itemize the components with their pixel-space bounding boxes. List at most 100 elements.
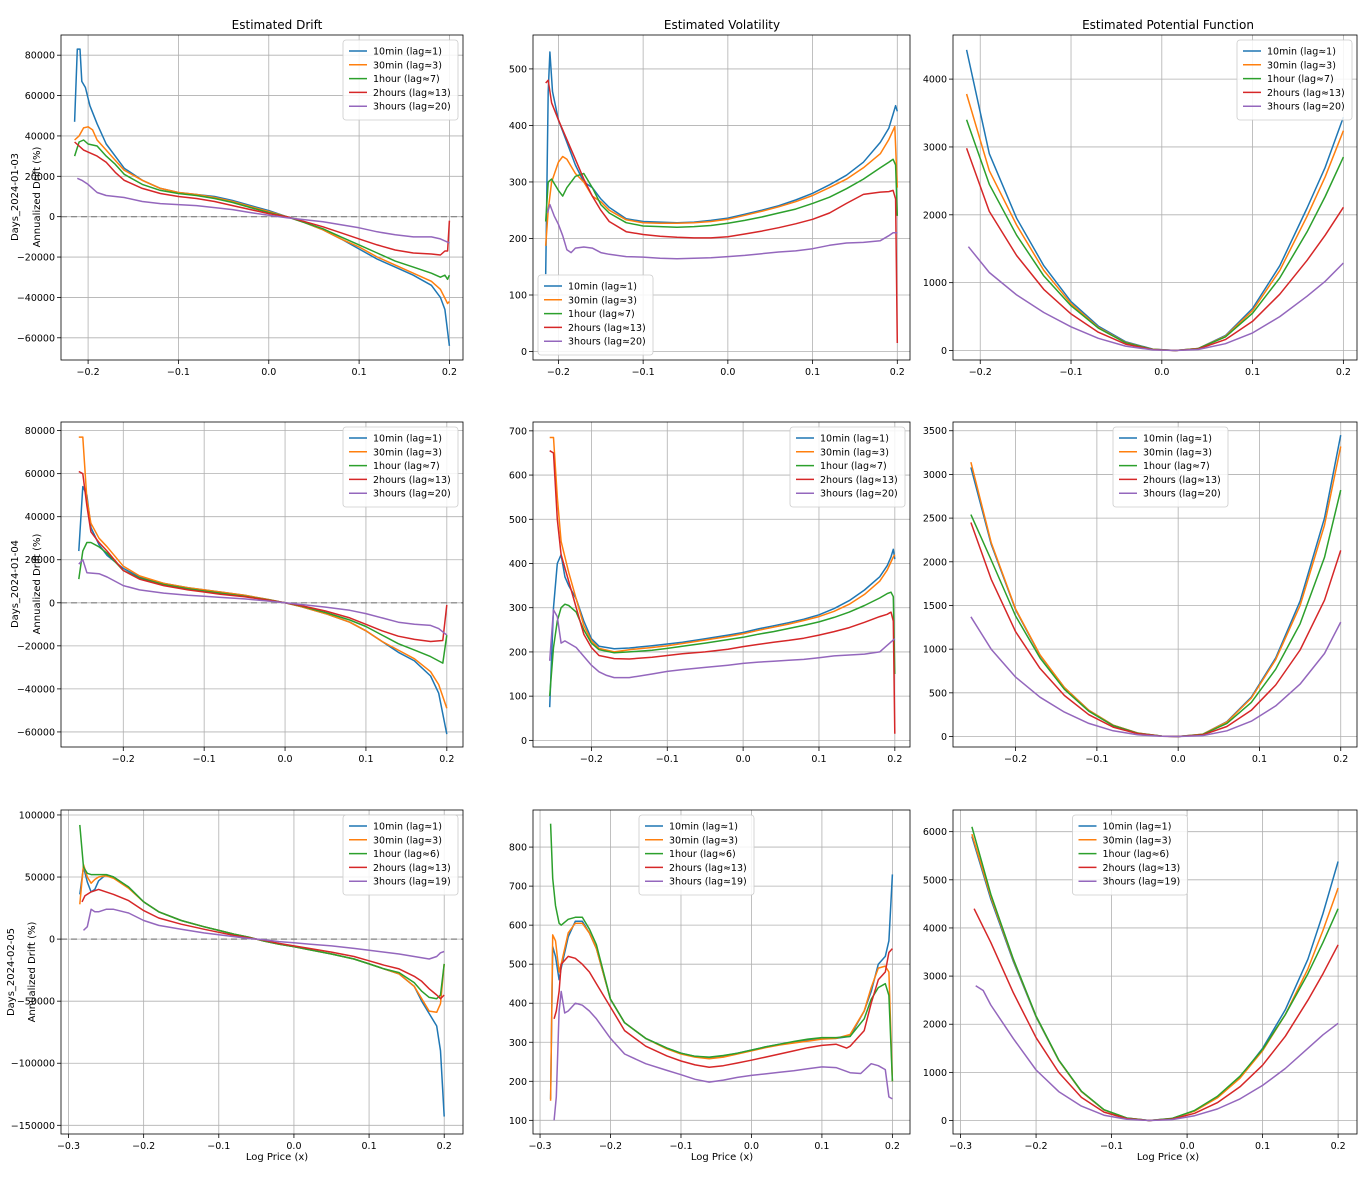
x-tick-label: −0.2 <box>547 367 570 378</box>
x-tick-label: 0.0 <box>286 1141 301 1152</box>
plot-frame <box>60 809 464 1135</box>
x-tick-label: −0.2 <box>969 367 992 378</box>
x-tick-label: 0.1 <box>1245 367 1260 378</box>
axis-ticks: −0.2 −0.1 0.0 0.1 0.2 0 1000 2000 3000 4000 <box>923 75 1351 378</box>
legend-label: 3hours (lag≈19) <box>669 877 747 888</box>
subplot: −0.2 −0.1 0.0 0.1 0.2 0 100 200 300 400 500 10min (… <box>509 34 911 378</box>
y-tick-label: 1000 <box>923 278 947 289</box>
series-line <box>970 616 1342 738</box>
series-group <box>78 436 448 735</box>
legend-label: 10min (lag≈1) <box>373 47 442 58</box>
plot-frame <box>952 421 1358 748</box>
x-tick-label: −0.1 <box>193 754 216 765</box>
subplot: −0.2 −0.1 0.0 0.1 0.2 0 1000 2000 3000 4000 10min … <box>923 34 1358 378</box>
legend: 10min (lag≈1) 30min (lag≈3) 1hour (lag≈6) 2… <box>1072 814 1188 896</box>
subplot: −0.3 −0.2 −0.1 0.0 0.1 0.2 100 200 300 400 500 600 7… <box>509 809 911 1152</box>
x-tick-label: 0.2 <box>1333 754 1348 765</box>
legend-label: 3hours (lag≈20) <box>1143 489 1221 500</box>
y-tick-label: 1500 <box>923 601 947 612</box>
series-line <box>549 436 896 653</box>
y-tick-label: −100000 <box>11 1059 55 1070</box>
subplot: −0.3 −0.2 −0.1 0.0 0.1 0.2 0 1000 2000 3000 4000 50… <box>923 809 1358 1152</box>
legend-label: 1hour (lag≈7) <box>373 74 440 85</box>
legend-label: 30min (lag≈3) <box>373 60 442 71</box>
x-tick-label: −0.2 <box>132 1141 155 1152</box>
legend: 10min (lag≈1) 30min (lag≈3) 1hour (lag≈6) 2… <box>638 814 755 896</box>
series-line <box>74 126 450 305</box>
row-date-label: Days_2024-01-03 <box>10 153 21 241</box>
x-tick-label: −0.2 <box>1004 754 1027 765</box>
plot-frame <box>532 34 911 361</box>
legend-label: 30min (lag≈3) <box>669 835 738 846</box>
x-tick-label: 0.0 <box>277 754 292 765</box>
row-label-1: Days_2024-01-03 Annualized Drift (%) <box>10 147 43 248</box>
x-tick-label: −0.3 <box>57 1141 80 1152</box>
legend-label: 1hour (lag≈7) <box>1143 461 1210 472</box>
y-tick-label: 60000 <box>25 469 55 480</box>
legend-label: 10min (lag≈1) <box>568 282 637 293</box>
y-tick-label: 300 <box>509 177 527 188</box>
legend-label: 30min (lag≈3) <box>373 835 442 846</box>
x-tick-label: −0.2 <box>112 754 135 765</box>
series-line <box>73 48 451 346</box>
legend-label: 2hours (lag≈13) <box>820 475 898 486</box>
y-tick-label: 100 <box>509 291 527 302</box>
y-tick-label: 200 <box>509 234 527 245</box>
y-tick-label: 0 <box>521 736 527 747</box>
y-tick-label: 400 <box>509 559 527 570</box>
legend-label: 1hour (lag≈7) <box>373 461 440 472</box>
x-tick-label: −0.2 <box>77 367 100 378</box>
x-tick-label: 0.1 <box>814 1141 829 1152</box>
x-tick-label: −0.1 <box>1059 367 1082 378</box>
col-title-drift: Estimated Drift <box>232 18 323 32</box>
x-tick-label: −0.1 <box>207 1141 230 1152</box>
legend: 10min (lag≈1) 30min (lag≈3) 1hour (lag≈7) 2… <box>342 426 459 508</box>
legend-label: 2hours (lag≈13) <box>568 323 646 334</box>
legend-label: 30min (lag≈3) <box>1143 447 1212 458</box>
y-tick-label: −40000 <box>17 293 55 304</box>
axis-ticks: −0.2 −0.1 0.0 0.1 0.2 0 500 1000 1500 2000 2500 300… <box>923 426 1348 765</box>
series-line <box>548 548 896 708</box>
series-line <box>78 436 448 709</box>
y-tick-label: 5000 <box>923 875 947 886</box>
axis-ticks: −0.2 −0.1 0.0 0.1 0.2 0 100 200 300 400 500 <box>509 64 905 378</box>
x-tick-label: 0.0 <box>744 1141 759 1152</box>
y-tick-label: 600 <box>509 471 527 482</box>
plot-frame <box>532 809 911 1135</box>
y-tick-label: 2500 <box>923 514 947 525</box>
x-tick-label: 0.2 <box>1336 367 1351 378</box>
x-tick-label: 0.0 <box>736 754 751 765</box>
series-line <box>78 470 448 643</box>
x-tick-label: 0.0 <box>1154 367 1169 378</box>
y-tick-label: 3000 <box>923 142 947 153</box>
y-tick-label: 80000 <box>25 426 55 437</box>
x-tick-label: −0.3 <box>529 1141 552 1152</box>
legend-box <box>537 274 654 356</box>
legend-label: 1hour (lag≈6) <box>373 849 440 860</box>
legend-label: 3hours (lag≈19) <box>373 877 451 888</box>
y-tick-label: 100000 <box>19 810 55 821</box>
legend: 10min (lag≈1) 30min (lag≈3) 1hour (lag≈7) 2… <box>537 274 654 356</box>
subplot: −0.2 −0.1 0.0 0.1 0.2 −60000 −40000 −20000 0 2000… <box>17 34 464 378</box>
y-tick-label: 0 <box>49 935 55 946</box>
legend: 10min (lag≈1) 30min (lag≈3) 1hour (lag≈6) 2… <box>342 814 459 896</box>
legend-label: 10min (lag≈1) <box>1143 434 1212 445</box>
series-line <box>553 948 893 1068</box>
y-tick-label: 200 <box>509 1077 527 1088</box>
series-line <box>74 141 451 256</box>
legend-label: 30min (lag≈3) <box>1267 60 1336 71</box>
row-date-label: Days_2024-01-04 <box>10 540 21 628</box>
row-date-label: Days_2024-02-05 <box>6 928 17 1016</box>
y-tick-label: −150000 <box>11 1121 55 1132</box>
legend-label: 2hours (lag≈13) <box>373 88 451 99</box>
axis-ticks: −0.2 −0.1 0.0 0.1 0.2 −60000 −40000 −20000 0 2000… <box>17 426 455 765</box>
plot-frame <box>60 34 464 361</box>
row-label-2: Days_2024-01-04 Annualized Drift (%) <box>10 534 43 635</box>
y-tick-label: −60000 <box>17 333 55 344</box>
plot-frame <box>952 809 1358 1135</box>
x-tick-label: −0.1 <box>669 1141 692 1152</box>
series-group <box>544 51 899 344</box>
legend-box <box>342 426 459 508</box>
legend-box <box>1236 39 1353 121</box>
